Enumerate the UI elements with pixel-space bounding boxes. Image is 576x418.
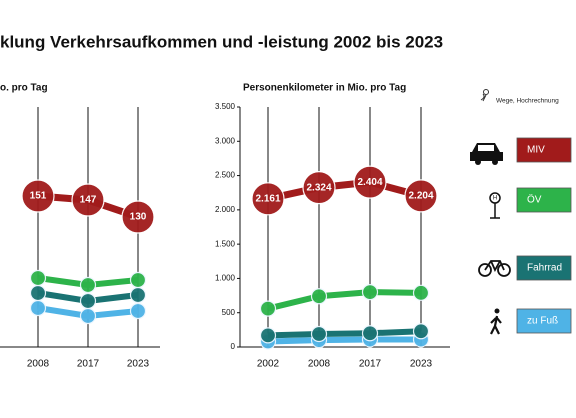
data-point <box>310 288 328 305</box>
y-tick-label: 500 <box>222 308 236 317</box>
data-point <box>29 284 47 302</box>
svg-text:H: H <box>493 196 497 202</box>
y-tick-label: 1.500 <box>215 239 236 248</box>
data-point <box>361 284 379 301</box>
data-label: 147 <box>80 195 97 206</box>
chart-title: Personenkilometer in Mio. pro Tag <box>243 83 406 94</box>
data-label: 130 <box>130 212 147 223</box>
series-line <box>267 328 422 339</box>
data-point <box>29 299 47 317</box>
data-point <box>129 286 147 304</box>
data-label: 2.324 <box>306 182 331 193</box>
data-point <box>71 183 105 217</box>
legend-swatch <box>516 255 572 281</box>
y-tick-label: 3.000 <box>215 136 236 145</box>
data-point <box>79 292 97 310</box>
data-label: 2.161 <box>255 193 280 204</box>
y-tick-label: 3.500 <box>215 102 236 111</box>
page-title: klung Verkehrsaufkommen und -leistung 20… <box>0 32 443 51</box>
data-point <box>259 327 277 344</box>
legend-label: MIV <box>527 145 545 156</box>
data-point <box>353 165 387 199</box>
data-label: 151 <box>30 191 47 202</box>
data-point <box>361 325 379 342</box>
data-point <box>121 200 155 234</box>
data-point <box>79 307 97 325</box>
y-tick-label: 2.000 <box>215 205 236 214</box>
data-point <box>251 182 285 216</box>
data-point <box>79 276 97 294</box>
legend-swatch <box>516 308 572 334</box>
data-point <box>259 300 277 317</box>
data-point <box>129 271 147 289</box>
y-tick-label: 1.000 <box>215 274 236 283</box>
data-label: 2.404 <box>357 177 382 188</box>
route-icon <box>480 89 489 102</box>
series-line <box>267 178 422 203</box>
legend-swatch <box>516 137 572 163</box>
y-tick-label: 2.500 <box>215 171 236 180</box>
legend-label: ÖV <box>527 194 542 206</box>
data-point <box>302 171 336 205</box>
series-line <box>267 336 421 345</box>
data-label: 2.204 <box>408 191 433 202</box>
x-tick-label: 2002 <box>257 359 280 370</box>
data-point <box>404 179 438 213</box>
x-tick-label: 2017 <box>77 359 100 370</box>
series-line <box>267 289 422 312</box>
data-point <box>29 269 47 287</box>
pedestrian-icon <box>490 308 502 335</box>
legend-swatch <box>516 187 572 213</box>
annotation: Wege, Hochrechnung <box>496 98 559 105</box>
y-tick-label: 0 <box>231 342 236 351</box>
bicycle-icon <box>478 260 511 277</box>
x-tick-label: 2023 <box>410 359 433 370</box>
x-tick-label: 2017 <box>359 359 382 370</box>
car-icon <box>470 143 503 165</box>
legend-label: zu Fuß <box>527 316 558 327</box>
x-tick-label: 2008 <box>27 359 50 370</box>
legend-label: Fahrrad <box>527 263 562 274</box>
data-point <box>129 302 147 320</box>
data-point <box>412 284 430 301</box>
data-point <box>21 179 55 213</box>
data-point <box>310 325 328 343</box>
bus-stop-icon: H <box>489 192 501 219</box>
chart-title: o. pro Tag <box>0 83 48 94</box>
data-point <box>412 323 430 340</box>
x-tick-label: 2008 <box>308 359 331 370</box>
x-tick-label: 2023 <box>127 359 150 370</box>
